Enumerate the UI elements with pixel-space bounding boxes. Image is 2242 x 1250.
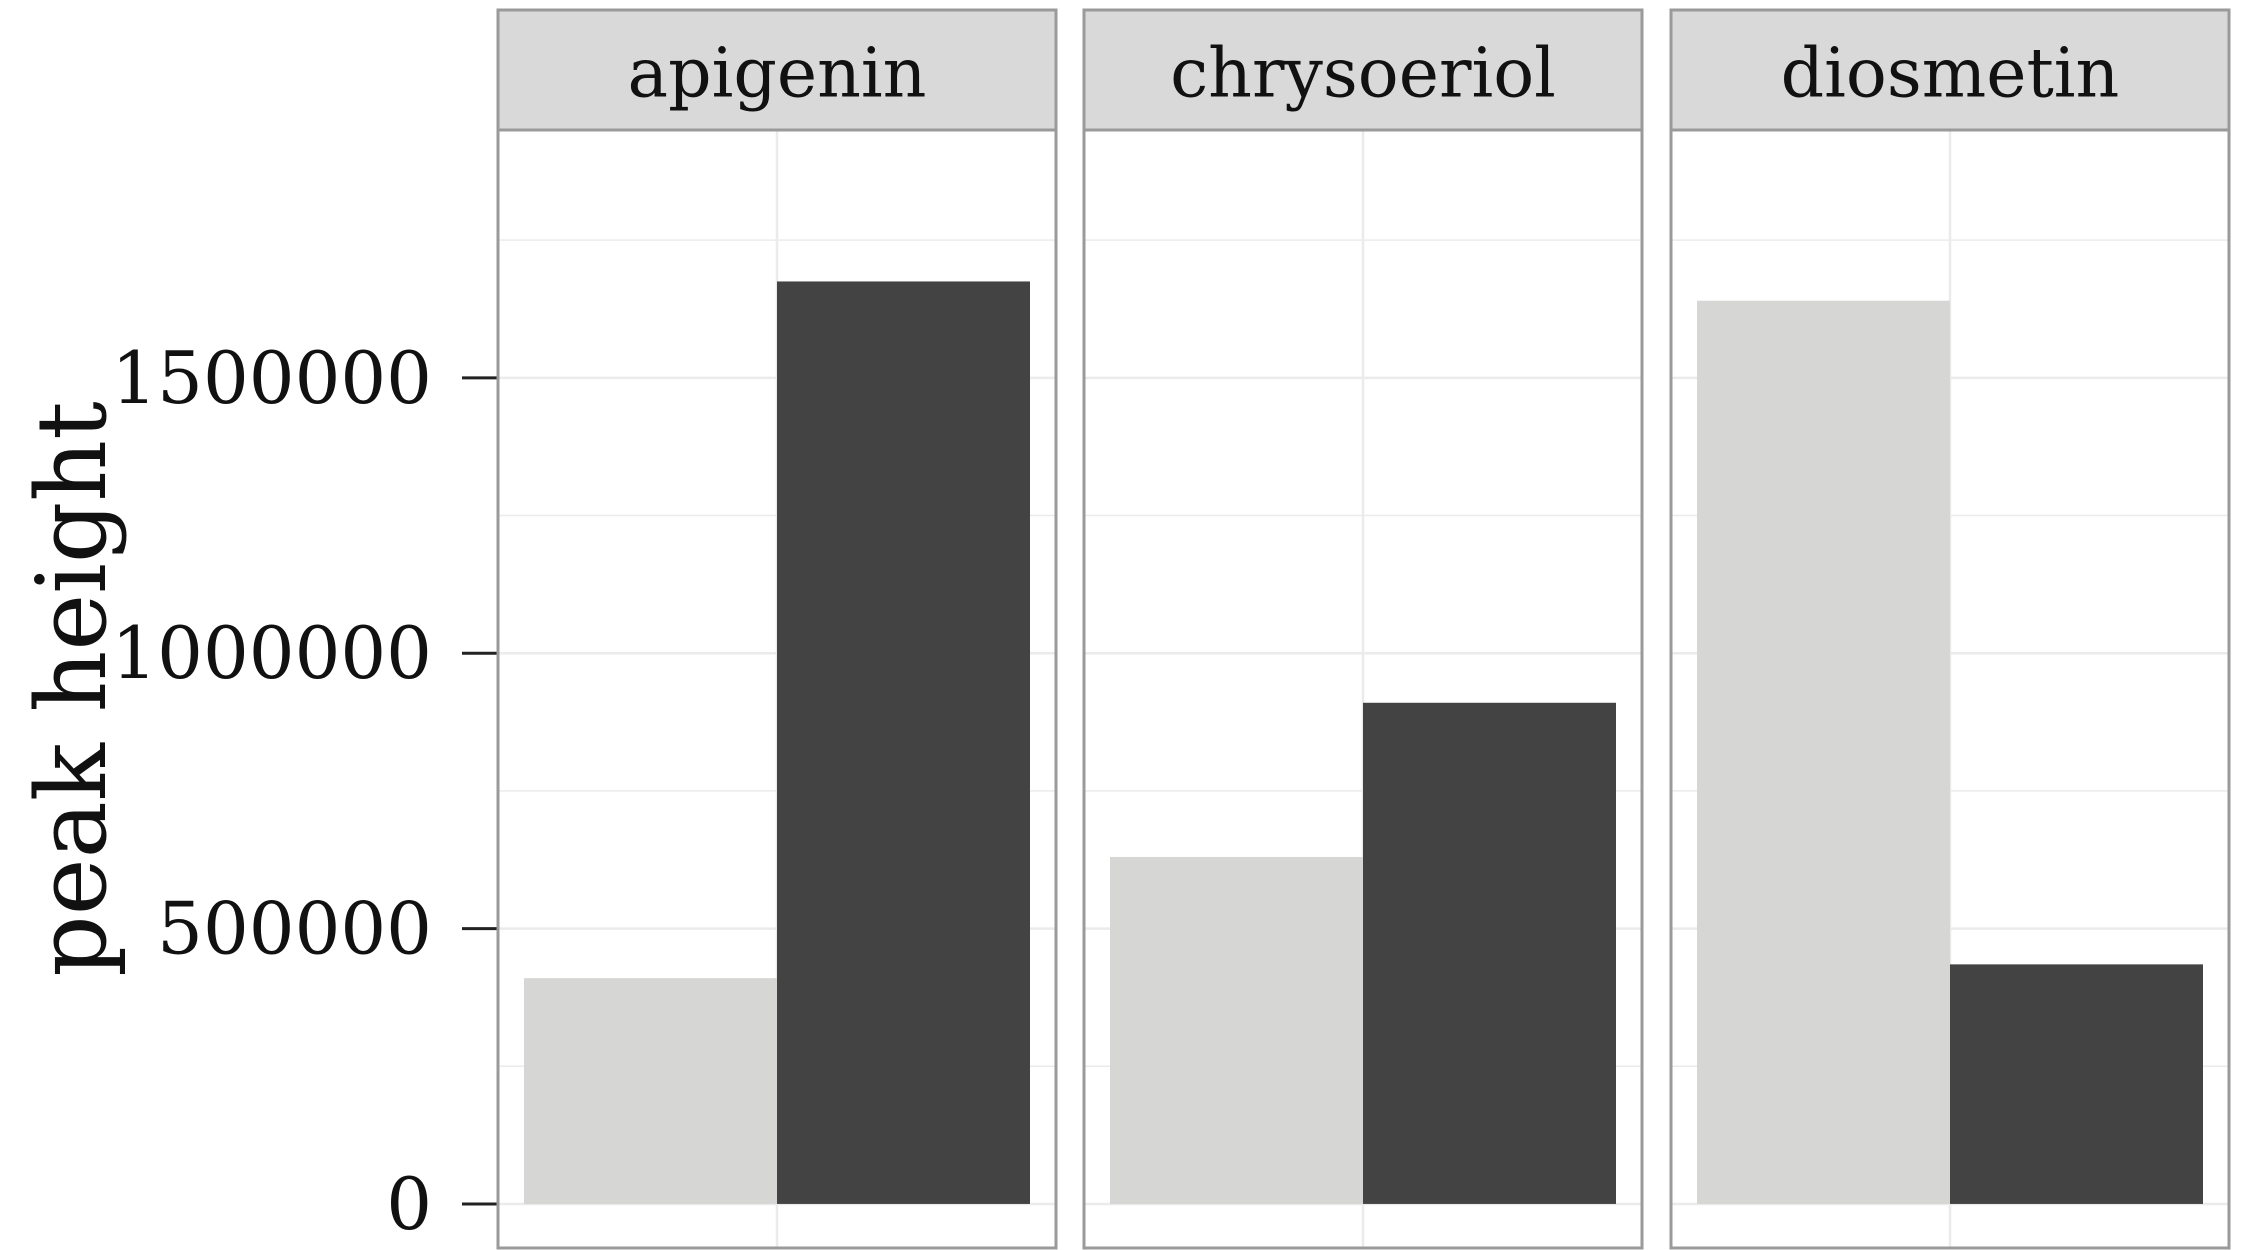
facet-label-chrysoeriol: chrysoeriol bbox=[1170, 35, 1556, 114]
bar-diosmetin-series-2 bbox=[1950, 964, 2203, 1204]
facet-label-apigenin: apigenin bbox=[628, 35, 927, 114]
facet-label-diosmetin: diosmetin bbox=[1781, 35, 2120, 114]
bar-chrysoeriol-series-1 bbox=[1110, 856, 1363, 1204]
y-axis-title: peak height bbox=[16, 401, 128, 976]
facet-strip bbox=[496, 8, 1058, 132]
bar-apigenin-series-1 bbox=[524, 978, 777, 1204]
y-tick-label: 1000000 bbox=[111, 611, 432, 695]
facet-strip bbox=[1669, 8, 2231, 132]
y-tick-label: 500000 bbox=[157, 887, 432, 971]
y-tick-label: 1500000 bbox=[111, 336, 432, 420]
bar-chrysoeriol-series-2 bbox=[1363, 702, 1616, 1204]
facet-strip bbox=[1082, 8, 1644, 132]
bar-apigenin-series-2 bbox=[777, 281, 1030, 1204]
bar-diosmetin-series-1 bbox=[1697, 300, 1950, 1204]
y-tick-label: 0 bbox=[386, 1162, 432, 1246]
